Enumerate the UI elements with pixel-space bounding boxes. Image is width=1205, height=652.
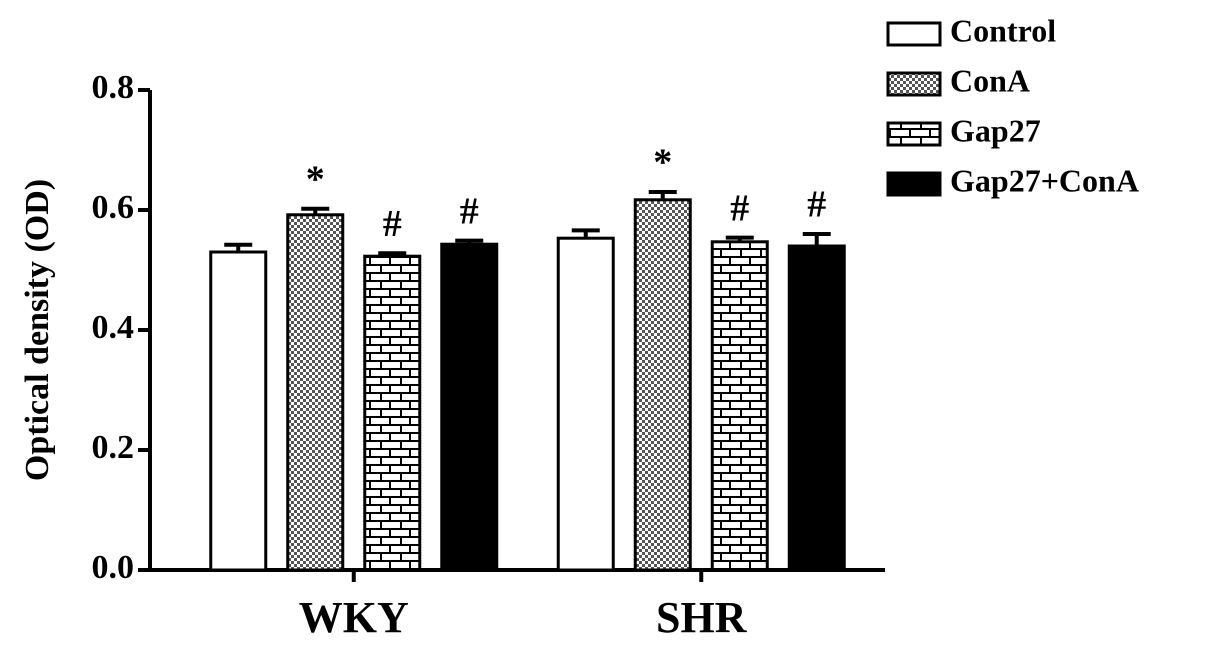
significance-label: # [730, 187, 749, 229]
bar [209, 250, 268, 572]
x-tick-label: WKY [299, 593, 409, 642]
bar [363, 254, 422, 572]
legend-label: Gap27 [950, 112, 1041, 148]
y-tick-label: 0.2 [92, 429, 135, 466]
y-tick-label: 0.4 [92, 309, 135, 346]
bar [787, 244, 846, 572]
legend-label: Control [950, 12, 1056, 48]
significance-label: * [306, 159, 325, 201]
legend-swatch [886, 21, 942, 47]
bar [633, 198, 692, 572]
error-bar [802, 232, 831, 246]
significance-label: # [807, 184, 826, 226]
bar [286, 213, 345, 572]
y-tick-label: 0.8 [92, 69, 135, 106]
legend-swatch [886, 71, 942, 97]
legend-swatch [886, 121, 942, 147]
bar [556, 236, 615, 572]
legend-label: ConA [950, 62, 1030, 98]
y-axis-title: Optical density (OD) [19, 179, 56, 481]
y-tick-label: 0.6 [92, 189, 135, 226]
significance-label: # [460, 190, 479, 232]
bar [710, 240, 769, 572]
y-tick-label: 0.0 [92, 549, 135, 586]
legend-swatch [886, 171, 942, 197]
bar [440, 242, 499, 572]
legend-label: Gap27+ConA [950, 162, 1139, 198]
x-tick-label: SHR [656, 593, 748, 642]
significance-label: # [383, 203, 402, 245]
significance-label: * [653, 142, 672, 184]
